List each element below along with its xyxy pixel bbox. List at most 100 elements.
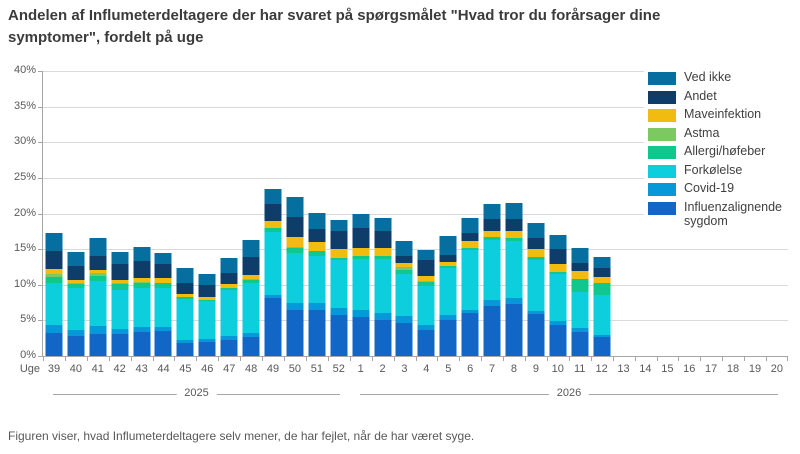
segment-astma bbox=[45, 274, 63, 277]
gridline bbox=[43, 249, 788, 251]
segment-covid-19 bbox=[374, 312, 392, 320]
segment-covid-19 bbox=[395, 316, 413, 324]
segment-influenzalignende-sygdom bbox=[89, 333, 107, 356]
segment-covid-19 bbox=[527, 311, 545, 314]
y-axis-tick bbox=[38, 249, 42, 251]
gridline bbox=[43, 284, 788, 286]
bar-week-43 bbox=[133, 71, 151, 356]
x-axis-tick bbox=[437, 357, 439, 361]
x-axis-label-50: 50 bbox=[288, 363, 302, 375]
segment-andet bbox=[198, 284, 216, 297]
x-axis-labels: 39 40 41 42 43 44 45 46 47 48 49 50 51 52 1 2 3 4 5 6 7 8 9 10 1… bbox=[43, 363, 788, 375]
x-axis-tick bbox=[174, 357, 176, 361]
segment-covid-19 bbox=[461, 309, 479, 314]
bar-week-7 bbox=[483, 71, 501, 356]
segment-fork-lelse bbox=[549, 274, 567, 322]
segment-influenzalignende-sygdom bbox=[352, 316, 370, 356]
x-axis-label-41: 41 bbox=[91, 363, 104, 375]
legend-swatch bbox=[648, 90, 676, 104]
segment-andet bbox=[67, 265, 85, 280]
segment-maveinfektion bbox=[133, 277, 151, 282]
bar-week-6 bbox=[461, 71, 479, 356]
x-axis-tick bbox=[656, 357, 658, 361]
segment-covid-19 bbox=[133, 326, 151, 332]
segment-influenzalignende-sygdom bbox=[308, 309, 326, 356]
segment-fork-lelse bbox=[154, 287, 172, 327]
x-axis-label-42: 42 bbox=[113, 363, 126, 375]
segment-astma bbox=[154, 282, 172, 284]
segment-allergi-h-feber bbox=[395, 269, 413, 275]
y-axis-label: 40% bbox=[13, 64, 36, 76]
segment-allergi-h-feber bbox=[198, 299, 216, 302]
segment-astma bbox=[111, 283, 129, 285]
category-slot bbox=[43, 71, 65, 356]
legend-label: Covid-19 bbox=[684, 181, 735, 195]
segment-influenzalignende-sygdom bbox=[439, 319, 457, 356]
segment-covid-19 bbox=[176, 339, 194, 344]
segment-ved-ikke bbox=[154, 253, 172, 265]
segment-ved-ikke bbox=[45, 232, 63, 251]
x-axis-label-44: 44 bbox=[157, 363, 170, 375]
bar-week-1 bbox=[352, 71, 370, 356]
bar-week-13 bbox=[615, 71, 632, 356]
legend-swatch bbox=[648, 146, 676, 159]
segment-allergi-h-feber bbox=[483, 237, 501, 240]
x-axis-label-48: 48 bbox=[244, 363, 258, 375]
segment-andet bbox=[242, 257, 260, 275]
segment-astma bbox=[67, 283, 85, 285]
x-axis-label-40: 40 bbox=[69, 363, 82, 375]
category-slot bbox=[65, 71, 87, 356]
gridline bbox=[43, 177, 788, 179]
y-axis-label: 25% bbox=[13, 170, 36, 183]
bar-week-3 bbox=[395, 71, 413, 356]
segment-fork-lelse bbox=[133, 287, 151, 327]
bar-week-8 bbox=[505, 71, 523, 356]
x-axis-tick bbox=[108, 357, 110, 361]
category-slot bbox=[196, 71, 218, 356]
segment-maveinfektion bbox=[571, 271, 589, 280]
segment-ved-ikke bbox=[505, 202, 523, 219]
segment-ved-ikke bbox=[111, 252, 129, 265]
legend-item-covid-19: Covid-19 bbox=[648, 181, 800, 196]
segment-ved-ikke bbox=[352, 214, 370, 228]
x-axis-label-2: 2 bbox=[379, 363, 386, 375]
gridline bbox=[43, 71, 788, 72]
segment-influenzalignende-sygdom bbox=[395, 323, 413, 356]
segment-andet bbox=[483, 218, 501, 232]
segment-maveinfektion bbox=[198, 296, 216, 300]
x-axis-label-39: 39 bbox=[47, 363, 61, 375]
segment-influenzalignende-sygdom bbox=[67, 336, 85, 356]
segment-allergi-h-feber bbox=[45, 276, 63, 284]
segment-ved-ikke bbox=[417, 249, 435, 260]
segment-covid-19 bbox=[45, 325, 63, 333]
segment-fork-lelse bbox=[176, 299, 194, 340]
segment-andet bbox=[593, 268, 611, 277]
segment-influenzalignende-sygdom bbox=[461, 313, 479, 356]
segment-covid-19 bbox=[264, 294, 282, 298]
y-axis-tick bbox=[38, 71, 42, 72]
segment-allergi-h-feber bbox=[242, 279, 260, 283]
segment-ved-ikke bbox=[133, 247, 151, 262]
x-axis-label-5: 5 bbox=[445, 363, 452, 375]
x-axis-tick bbox=[700, 357, 702, 361]
bar-week-46 bbox=[198, 71, 216, 356]
bar-week-42 bbox=[111, 71, 129, 356]
bar-week-48 bbox=[242, 71, 260, 356]
x-axis-label-3: 3 bbox=[401, 363, 408, 375]
segment-ved-ikke bbox=[330, 219, 348, 232]
x-axis-label-46: 46 bbox=[201, 363, 214, 375]
segment-ved-ikke bbox=[89, 238, 107, 257]
segment-maveinfektion bbox=[461, 241, 479, 248]
segment-astma bbox=[286, 247, 304, 248]
segment-maveinfektion bbox=[176, 294, 194, 297]
segment-allergi-h-feber bbox=[220, 288, 238, 290]
legend-item-andet: Andet bbox=[648, 89, 800, 104]
bar-week-44 bbox=[154, 71, 172, 356]
bar-week-11 bbox=[571, 71, 589, 356]
x-axis-line bbox=[38, 356, 788, 357]
x-axis-tick bbox=[371, 357, 373, 361]
segment-covid-19 bbox=[571, 328, 589, 332]
segment-andet bbox=[330, 231, 348, 250]
x-axis-tick bbox=[459, 357, 461, 361]
segment-astma bbox=[264, 227, 282, 229]
